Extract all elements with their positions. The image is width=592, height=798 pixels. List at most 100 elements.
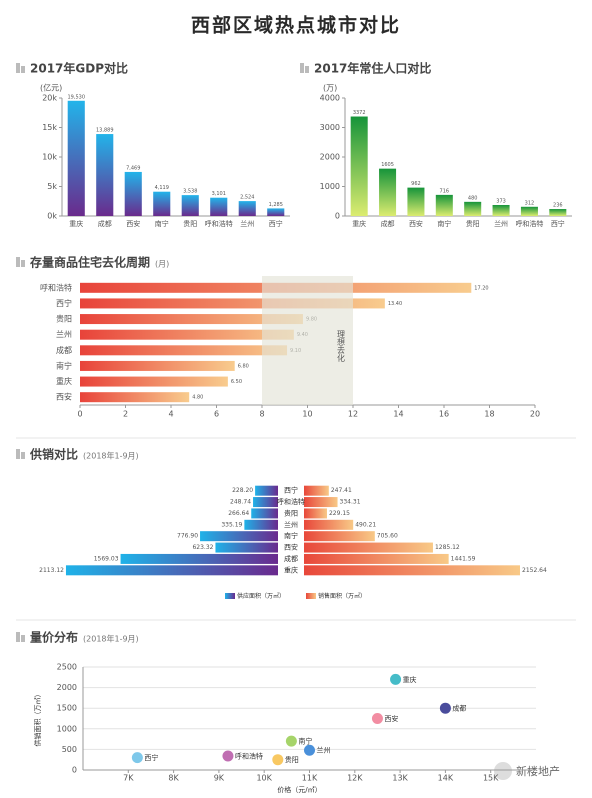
sales-bar	[304, 497, 338, 508]
bar	[80, 345, 288, 356]
supply-bar	[255, 485, 278, 496]
value-label: 334.31	[340, 499, 361, 506]
section-subtitle: (月)	[155, 260, 169, 269]
bar	[435, 194, 453, 216]
supply-bar	[251, 508, 278, 519]
supply-bar	[200, 531, 278, 542]
x-tick-label: 呼和浩特	[515, 219, 543, 228]
x-tick-label: 9K	[214, 774, 225, 783]
value-label: 6.50	[231, 379, 242, 385]
y-tick-label: 0	[335, 212, 340, 221]
category-label: 南宁	[284, 531, 298, 540]
unit-label: (万)	[323, 84, 337, 93]
x-tick-label: 8	[259, 410, 264, 419]
bar	[67, 100, 85, 216]
x-tick-label: 10	[302, 410, 312, 419]
y-tick-label: 1000	[57, 724, 77, 733]
supply-bar	[253, 497, 278, 508]
section-title: 2017年GDP对比	[30, 61, 128, 76]
y-tick-label: 贵阳	[56, 314, 72, 324]
y-tick-label: 重庆	[56, 376, 72, 386]
bar	[267, 208, 285, 216]
y-tick-label: 2500	[57, 663, 77, 672]
y-tick-label: 1500	[57, 704, 77, 713]
bar	[80, 329, 294, 340]
bar	[80, 314, 303, 325]
value-label: 1569.03	[94, 555, 119, 562]
legend-swatch	[225, 593, 235, 599]
x-tick-label: 10K	[256, 774, 272, 783]
category-label: 成都	[284, 554, 298, 563]
category-label: 重庆	[284, 565, 298, 574]
section-title: 存量商品住宅去化周期	[29, 255, 150, 270]
value-label: 962	[411, 181, 421, 187]
bar	[80, 376, 228, 387]
y-tick-label: 西安	[56, 392, 72, 402]
value-label: 229.15	[329, 510, 350, 517]
sales-bar	[304, 508, 327, 519]
category-label: 西宁	[284, 486, 298, 495]
y-tick-label: 500	[62, 745, 77, 754]
x-tick-label: 0	[77, 410, 82, 419]
sales-bar	[304, 519, 354, 530]
bar	[350, 116, 368, 216]
watermark-icon	[494, 762, 512, 780]
x-tick-label: 西宁	[551, 219, 565, 228]
x-tick-label: 兰州	[494, 219, 508, 228]
sales-bar	[304, 565, 520, 576]
bar	[464, 201, 482, 216]
ideal-band	[262, 276, 353, 405]
sales-bar	[304, 485, 329, 496]
point-label: 兰州	[317, 746, 331, 755]
value-label: 13.40	[388, 301, 402, 307]
x-tick-label: 呼和浩特	[205, 219, 233, 228]
x-tick-label: 15K	[483, 774, 499, 783]
value-label: 3,538	[183, 189, 197, 195]
category-label: 兰州	[284, 520, 298, 529]
point-label: 西宁	[144, 753, 158, 762]
point	[371, 713, 383, 724]
value-label: 373	[496, 198, 506, 204]
sales-bar	[304, 542, 433, 553]
page-title: 西部区域热点城市对比	[191, 14, 401, 37]
point	[439, 702, 451, 714]
value-label: 623.32	[192, 544, 213, 551]
bar	[379, 168, 397, 216]
value-label: 4,119	[155, 185, 169, 191]
x-tick-label: 14	[393, 410, 403, 419]
bar	[96, 134, 114, 216]
y-axis-title: 供销面积（万㎡）	[33, 691, 42, 747]
value-label: 1605	[381, 162, 394, 168]
value-label: 1285.12	[435, 544, 460, 551]
value-label: 1,285	[269, 202, 283, 208]
section-title: 供销对比	[29, 447, 78, 462]
x-tick-label: 西安	[126, 219, 140, 228]
point	[285, 735, 297, 747]
point-label: 成都	[452, 704, 466, 713]
value-label: 266.64	[228, 510, 249, 517]
x-tick-label: 14K	[438, 774, 454, 783]
y-tick-label: 1000	[320, 182, 340, 191]
bar	[549, 209, 567, 216]
value-label: 6.80	[238, 363, 249, 369]
value-label: 19,530	[68, 94, 86, 100]
x-tick-label: 16	[439, 410, 449, 419]
legend-label: 供应面积（万㎡）	[237, 592, 285, 600]
x-axis-title: 价格（元/㎡）	[277, 785, 321, 794]
x-tick-label: 重庆	[352, 219, 366, 228]
x-tick-label: 南宁	[437, 219, 451, 228]
y-tick-label: 成都	[56, 345, 72, 355]
supply-bar	[244, 519, 278, 530]
y-tick-label: 15k	[42, 123, 57, 132]
supply-bar	[215, 542, 278, 553]
point	[390, 673, 402, 685]
unit-label: (亿元)	[40, 83, 62, 93]
value-label: 490.21	[355, 521, 376, 528]
x-tick-label: 成都	[98, 219, 112, 228]
value-label: 705.60	[377, 533, 398, 540]
value-label: 2152.64	[522, 567, 547, 574]
bar	[181, 195, 199, 216]
value-label: 236	[553, 203, 563, 209]
x-tick-label: 6	[214, 410, 219, 419]
